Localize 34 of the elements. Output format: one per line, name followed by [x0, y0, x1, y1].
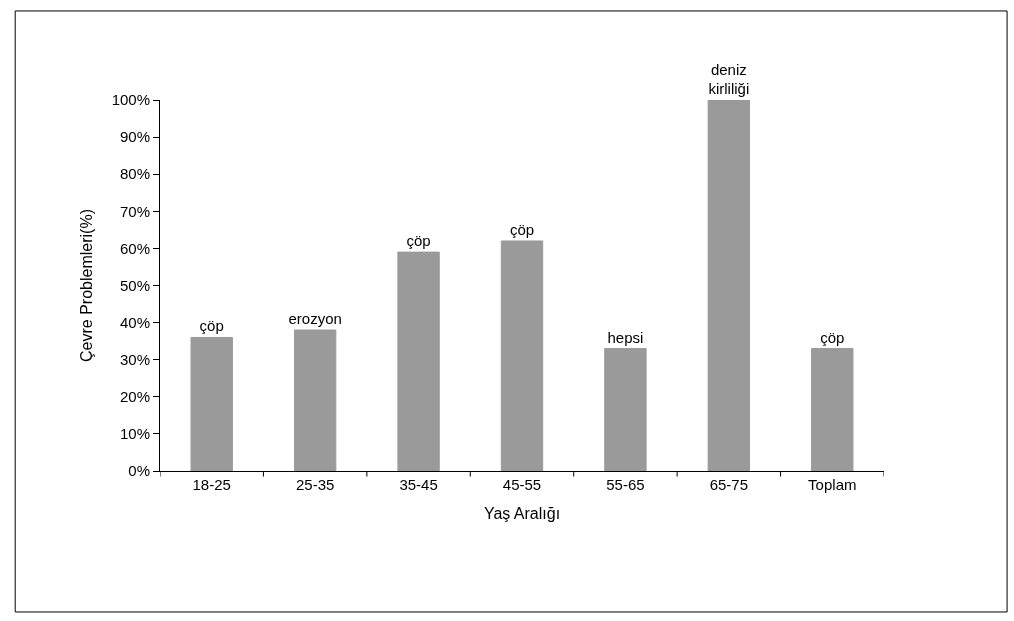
- x-tick-label: Toplam: [808, 476, 857, 493]
- x-tick-label: 45-55: [502, 476, 542, 493]
- bar: [500, 240, 544, 471]
- y-tick-label: 20%: [119, 388, 150, 406]
- y-tick-label: 90%: [119, 128, 150, 146]
- data-label: çöp: [199, 317, 224, 335]
- y-tick-label: 0%: [128, 462, 150, 480]
- y-tick-label: 40%: [119, 313, 150, 331]
- bar: [397, 251, 440, 471]
- y-tick-label: 100%: [111, 91, 150, 109]
- x-axis-title: Yaş Aralığı: [483, 504, 561, 522]
- bar: [811, 348, 854, 471]
- y-tick-label: 70%: [119, 202, 150, 220]
- y-tick-label: 30%: [119, 350, 150, 368]
- x-tick-label: 25-35: [295, 476, 335, 493]
- x-tick-label: 55-65: [606, 476, 645, 493]
- data-label: çöp: [406, 232, 431, 250]
- bar: [293, 329, 337, 471]
- bar: [190, 336, 233, 471]
- data-label: hepsi: [607, 328, 644, 346]
- data-label: deniz kirliliği: [708, 60, 750, 97]
- x-tick-label: 35-45: [399, 476, 438, 493]
- bar: [707, 100, 751, 471]
- y-tick-label: 80%: [119, 165, 150, 183]
- data-label: erozyon: [288, 310, 342, 328]
- data-label: çöp: [820, 328, 845, 346]
- y-tick-label: 50%: [119, 276, 150, 294]
- data-label: çöp: [509, 220, 535, 238]
- bar: [604, 348, 647, 471]
- y-tick-label: 10%: [119, 425, 150, 443]
- y-axis-title: Çevre Problemleri(%): [77, 209, 95, 362]
- x-tick-label: 18-25: [192, 476, 231, 493]
- x-tick-label: 65-75: [709, 476, 749, 493]
- y-tick-label: 60%: [119, 239, 150, 257]
